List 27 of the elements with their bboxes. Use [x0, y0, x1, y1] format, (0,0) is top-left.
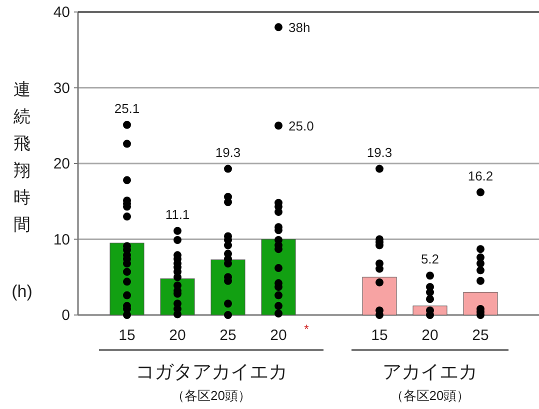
- y-tick-label: 0: [62, 307, 70, 324]
- data-label: 25.0: [288, 118, 314, 134]
- data-label: 19.3: [366, 144, 392, 160]
- data-label: 19.3: [215, 144, 241, 160]
- text: アカイエカ: [382, 362, 478, 383]
- y-tick-label: 40: [53, 4, 70, 21]
- data-label: 16.2: [468, 168, 494, 184]
- text: (h): [12, 282, 32, 301]
- text: （各区20頭）: [390, 388, 470, 403]
- y-axis-title: 連続飛翔時間: [12, 80, 30, 234]
- text: *: [304, 322, 310, 336]
- y-tick-label: 10: [53, 231, 70, 248]
- text: （各区20頭）: [172, 388, 251, 403]
- y-tick-label: 30: [53, 80, 70, 97]
- text: コガタアカイエカ: [135, 362, 288, 383]
- x-tick-label: 25: [220, 327, 236, 344]
- x-tick-label: 25: [472, 327, 489, 344]
- data-label: 25.1: [114, 100, 140, 116]
- data-label: 38h: [288, 20, 310, 36]
- data-label: 5.2: [420, 252, 440, 267]
- x-tick-label: 20: [169, 327, 186, 344]
- x-tick-label: 15: [371, 327, 388, 344]
- y-tick-label: 20: [53, 156, 70, 172]
- x-tick-label: 15: [118, 327, 136, 344]
- x-tick-label: 20: [270, 327, 287, 344]
- data-label: 11.1: [165, 206, 190, 222]
- x-tick-label: 20: [422, 327, 438, 344]
